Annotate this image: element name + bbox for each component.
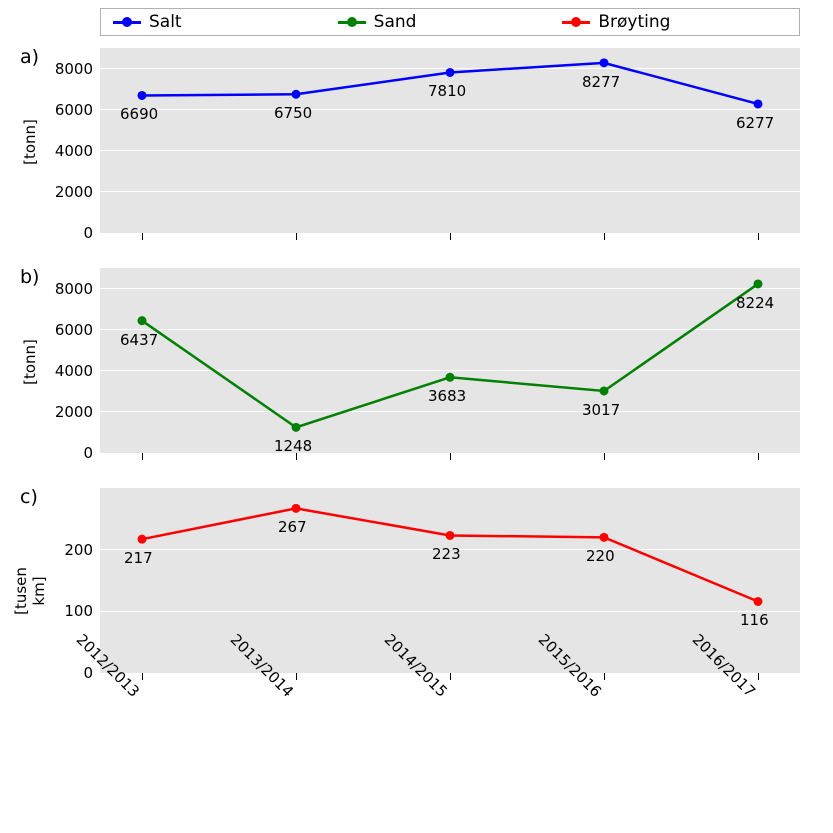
data-label: 8277 (582, 73, 620, 91)
legend-marker-salt (122, 17, 132, 27)
ytick-label: 2000 (48, 183, 93, 201)
data-label: 3683 (428, 387, 466, 405)
xtick (142, 673, 143, 680)
ytick-label: 100 (48, 602, 93, 620)
xtick (142, 233, 143, 240)
xtick (450, 673, 451, 680)
data-label: 6690 (120, 105, 158, 123)
figure-root: Salt Sand Brøyting a)[tonn]0200040006000… (0, 0, 833, 833)
ylabel-c: [tusen km] (12, 551, 48, 631)
legend-line-sand (338, 21, 366, 24)
panel-label-b: b) (20, 266, 39, 288)
xtick (604, 233, 605, 240)
xtick (296, 233, 297, 240)
legend-item-salt: Salt (113, 12, 338, 32)
ylabel-a: [tonn] (21, 102, 39, 182)
legend-line-salt (113, 21, 141, 24)
ytick-label: 0 (48, 224, 93, 242)
series-b (100, 268, 800, 453)
ytick-label: 4000 (48, 362, 93, 380)
data-label: 6277 (736, 114, 774, 132)
data-label: 6437 (120, 331, 158, 349)
xtick (758, 453, 759, 460)
ytick-label: 6000 (48, 101, 93, 119)
ylabel-b: [tonn] (21, 322, 39, 402)
xtick (142, 453, 143, 460)
series-a (100, 48, 800, 233)
data-label: 8224 (736, 294, 774, 312)
data-label: 217 (124, 549, 153, 567)
data-label: 267 (278, 518, 307, 536)
data-label: 1248 (274, 437, 312, 455)
ytick-label: 8000 (48, 60, 93, 78)
data-label: 7810 (428, 82, 466, 100)
legend-item-broyting: Brøyting (562, 12, 787, 32)
ytick-label: 8000 (48, 280, 93, 298)
ytick-label: 200 (48, 541, 93, 559)
xtick (758, 233, 759, 240)
ytick-label: 4000 (48, 142, 93, 160)
xtick (296, 673, 297, 680)
data-label: 223 (432, 545, 461, 563)
legend-label-sand: Sand (374, 12, 417, 32)
ytick-label: 2000 (48, 403, 93, 421)
data-label: 6750 (274, 104, 312, 122)
data-label: 220 (586, 547, 615, 565)
xtick (758, 673, 759, 680)
legend-marker-sand (347, 17, 357, 27)
panel-label-a: a) (20, 46, 39, 68)
data-label: 3017 (582, 401, 620, 419)
ytick-label: 6000 (48, 321, 93, 339)
ytick-label: 0 (48, 664, 93, 682)
legend-item-sand: Sand (338, 12, 563, 32)
legend-label-broyting: Brøyting (598, 12, 670, 32)
ytick-label: 0 (48, 444, 93, 462)
xtick (450, 453, 451, 460)
legend-line-broyting (562, 21, 590, 24)
panel-label-c: c) (20, 486, 38, 508)
legend-marker-broyting (571, 17, 581, 27)
data-label: 116 (740, 611, 769, 629)
xtick (604, 673, 605, 680)
xtick (450, 233, 451, 240)
xtick (604, 453, 605, 460)
legend: Salt Sand Brøyting (100, 8, 800, 36)
legend-label-salt: Salt (149, 12, 182, 32)
